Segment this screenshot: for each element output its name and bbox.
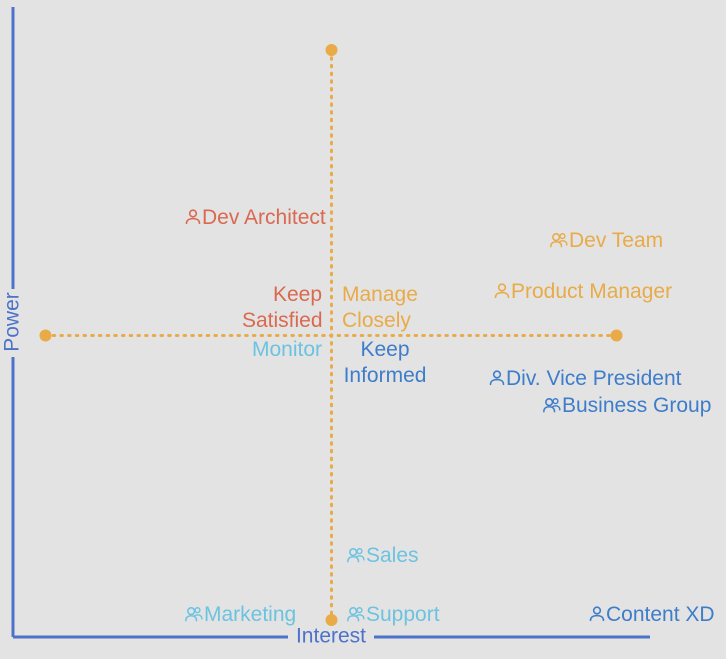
svg-text:Power: Power [1, 292, 24, 352]
